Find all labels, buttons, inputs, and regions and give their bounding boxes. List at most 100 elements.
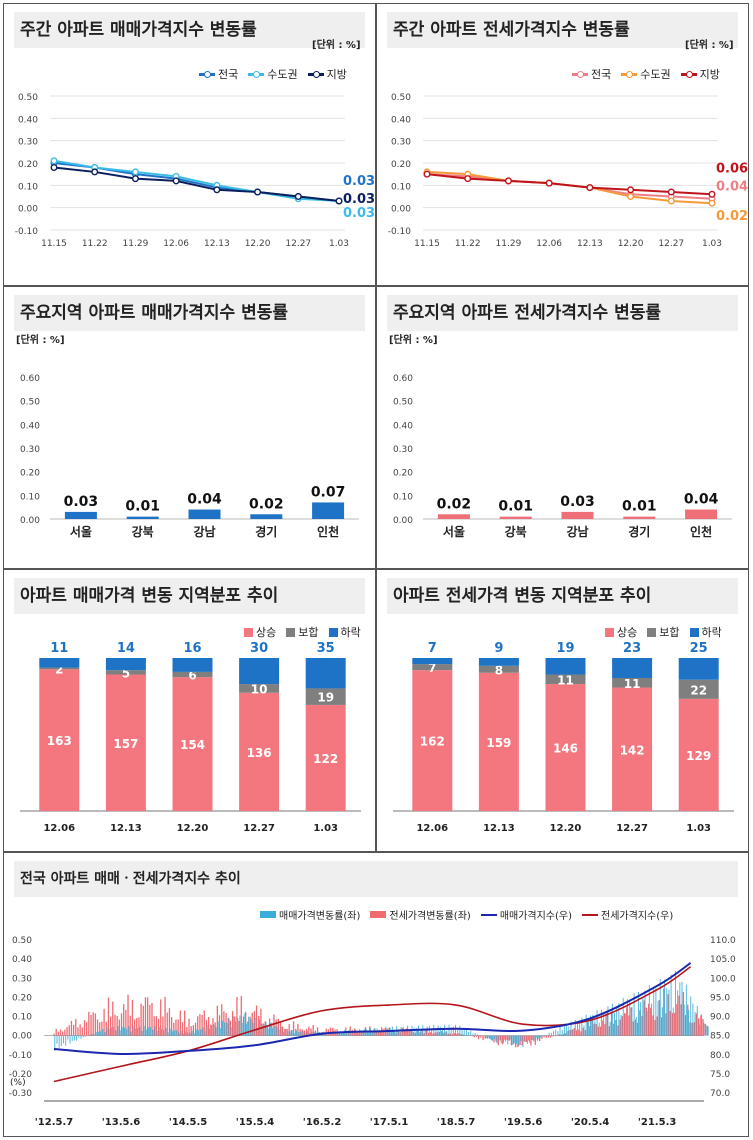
stack-segment: [239, 658, 280, 685]
category-label: 12.06: [416, 823, 448, 834]
y-tick-label: 0.50: [18, 93, 38, 103]
data-point: [504, 177, 512, 185]
end-value-label: 0.04: [716, 180, 748, 195]
segment-value-label: 2: [55, 662, 63, 676]
bar: [126, 516, 159, 519]
y-tick-label: 0.40: [391, 115, 411, 125]
legend-label: 지방: [699, 68, 720, 81]
legend-item: 하락: [328, 624, 361, 640]
region-jeonse-unit: [단위 : %]: [389, 335, 438, 346]
legend-label: 매매가격지수(우): [499, 911, 573, 922]
y-tick-label: 0.40: [20, 421, 40, 431]
bar: [499, 516, 532, 519]
bar-value-label: 0.01: [498, 499, 533, 515]
category-label: 강북: [132, 525, 154, 539]
stack-segment: [39, 658, 80, 668]
legend-swatch: [199, 70, 215, 78]
left-y-tick-label: 0.40: [12, 955, 32, 965]
bar-value-label: 0.03: [64, 494, 99, 510]
right-y-tick-label: 100.0: [710, 974, 736, 984]
segment-value-label: 122: [313, 752, 338, 766]
region-price-title: 주요지역 아파트 매매가격지수 변동률: [14, 295, 365, 331]
segment-value-label: 163: [47, 734, 72, 748]
bar: [250, 514, 283, 519]
segment-value-label: 10: [251, 682, 268, 696]
stack-segment: [678, 698, 719, 811]
stack-segment: [545, 658, 586, 675]
legend-swatch: [286, 627, 296, 637]
x-tick-label: '16.5.2: [303, 1117, 342, 1128]
legend-swatch: [582, 913, 599, 916]
category-label: 1.03: [313, 823, 338, 834]
dist-price-title: 아파트 매매가격 변동 지역분포 추이: [14, 578, 365, 614]
segment-value-label: 30: [250, 641, 268, 656]
left-y-tick-label: 0.10: [12, 1013, 32, 1023]
series-line: [426, 173, 713, 196]
x-tick-label: '14.5.5: [169, 1117, 208, 1128]
data-point: [91, 168, 99, 176]
y-tick-label: 0.20: [18, 160, 38, 170]
y-tick-label: 0.30: [391, 138, 411, 148]
segment-value-label: 159: [486, 736, 511, 750]
segment-value-label: 6: [188, 669, 196, 683]
segment-value-label: 136: [247, 746, 272, 760]
legend-label: 매매가격변동률(좌): [279, 911, 361, 922]
x-tick-label: 12.13: [577, 239, 603, 249]
series-line: [53, 159, 340, 202]
y-tick-label: 0.60: [20, 374, 40, 384]
left-y-tick-label: 0.30: [12, 974, 32, 984]
stack-segment: [172, 658, 213, 672]
category-label: 인천: [317, 524, 339, 539]
bar: [312, 502, 345, 519]
category-label: 12.27: [243, 823, 275, 834]
x-tick-label: 11.15: [414, 239, 440, 249]
segment-value-label: 8: [495, 663, 503, 677]
category-label: 강남: [566, 524, 588, 539]
trend-left-unit: (%): [10, 1078, 26, 1088]
bar: [64, 511, 97, 519]
region-price-chart: 0.60 0.50 0.40 0.30 0.20 0.10 0.00 0.03 서울 0.01 강북…: [20, 374, 359, 539]
legend-swatch: [621, 70, 638, 78]
weekly-jeonse-unit: [단위 : %]: [685, 40, 734, 51]
legend-label: 전국: [591, 68, 612, 81]
legend-item: 하락: [689, 624, 722, 640]
right-y-tick-label: 95.0: [710, 993, 730, 1003]
end-value-label: 0.03: [343, 192, 375, 207]
y-tick-label: 0.20: [391, 160, 411, 170]
legend-swatch: [307, 70, 324, 78]
x-tick-label: '12.5.7: [35, 1117, 74, 1128]
weekly-price-title: 주간 아파트 매매가격지수 변동률: [14, 12, 365, 48]
region-jeonse-title: 주요지역 아파트 전세가격지수 변동률: [387, 295, 738, 331]
dist-price-legend: 상승 보합 하락: [244, 624, 361, 640]
legend-label: 보합: [298, 626, 319, 639]
segment-value-label: 19: [556, 641, 574, 656]
y-tick-label: 0.30: [18, 138, 38, 148]
series-line: [53, 166, 340, 202]
bar-value-label: 0.02: [249, 496, 284, 512]
weekly-jeonse-title: 주간 아파트 전세가격지수 변동률: [387, 12, 738, 48]
category-label: 12.20: [550, 823, 582, 834]
dist-jeonse-legend: 상승 보합 하락: [605, 624, 722, 640]
stack-segment: [612, 687, 653, 811]
stack-segment: [412, 664, 453, 671]
price-index-line: [53, 962, 692, 1056]
segment-value-label: 11: [624, 677, 641, 691]
legend-swatch: [605, 627, 614, 637]
dist-jeonse-title: 아파트 전세가격 변동 지역분포 추이: [387, 578, 738, 614]
data-point: [545, 179, 553, 187]
category-label: 서울: [70, 524, 92, 539]
dist-jeonse-panel: 아파트 전세가격 변동 지역분포 추이 상승 보합 하락 162 7 7 12.06 159…: [376, 569, 749, 852]
x-tick-label: 1.03: [702, 239, 722, 249]
y-tick-label: 0.00: [20, 516, 40, 526]
x-tick-label: 12.20: [245, 239, 271, 249]
category-label: 1.03: [686, 823, 711, 834]
segment-value-label: 11: [557, 673, 574, 687]
y-tick-label: 0.50: [393, 398, 413, 408]
trend-panel: 전국 아파트 매매ㆍ전세가격지수 추이 매매가격변동률(좌) 전세가격변동률(좌)…: [3, 852, 749, 1137]
left-y-tick-label: 0.00: [12, 1032, 32, 1042]
legend-label: 보합: [659, 626, 680, 639]
legend-item: 전국: [572, 66, 611, 82]
left-y-tick-label: -0.20: [9, 1070, 33, 1080]
